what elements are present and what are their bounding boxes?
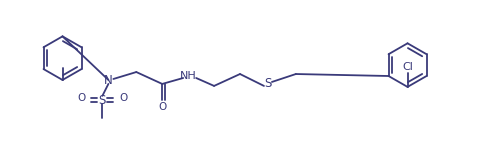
Text: O: O xyxy=(158,102,167,112)
Text: O: O xyxy=(119,93,127,103)
Text: S: S xyxy=(264,77,271,90)
Text: S: S xyxy=(98,94,106,107)
Text: O: O xyxy=(77,93,86,103)
Text: N: N xyxy=(104,75,113,88)
Text: NH: NH xyxy=(180,71,196,81)
Text: Cl: Cl xyxy=(402,62,413,72)
